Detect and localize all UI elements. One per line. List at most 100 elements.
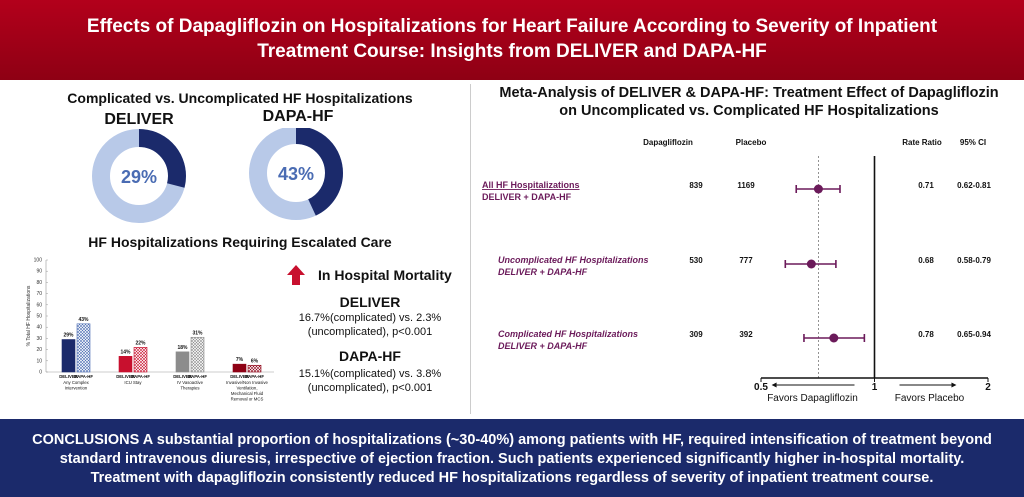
bar-category-line: ICU Stay xyxy=(124,380,142,385)
bar-ytick-label: 60 xyxy=(36,302,42,308)
mortality-deliver-label: DELIVER xyxy=(339,294,401,310)
favors-right-arrow-icon xyxy=(951,382,957,388)
bar-category-label: IV Vasoactive Therapies xyxy=(177,380,204,391)
forest-row-label: All HF Hospitalizations xyxy=(482,180,580,190)
conclusions-line3: Treatment with dapagliflozin consistentl… xyxy=(90,470,934,486)
donut-segment-0 xyxy=(92,129,186,223)
conclusions-line2: standard intravenous diuresis, irrespect… xyxy=(59,451,965,467)
bar-ytick-label: 30 xyxy=(36,336,42,342)
mortality-deliver-text-1: 16.7%(complicated) vs. 2.3% xyxy=(298,312,442,324)
forest-row-ci: 0.58-0.79 xyxy=(957,256,991,265)
forest-row-sublabel: DELIVER + DAPA-HF xyxy=(498,267,588,277)
bar-series-label: DAPA-HF xyxy=(74,374,93,379)
forest-row-sublabel: DELIVER + DAPA-HF xyxy=(482,192,572,202)
bar-ytick-label: 40 xyxy=(36,325,42,331)
donut-label-dapa: DAPA-HF xyxy=(262,108,334,125)
bar-ytick-label: 10 xyxy=(36,358,42,364)
forest-row-rr: 0.68 xyxy=(918,256,934,265)
bar-series-label: DELIVER xyxy=(59,374,79,379)
bar-category-line: Invasive/Non Invasive xyxy=(226,380,268,385)
bar-value-label: 29% xyxy=(63,333,74,339)
forest-xtick-label: 0.5 xyxy=(754,382,768,393)
bar-category-line: Any Complex xyxy=(63,380,89,385)
donut-section-title: Complicated vs. Uncomplicated HF Hospita… xyxy=(67,90,413,106)
bar-value-label: 31% xyxy=(192,330,203,336)
forest-header-placebo: Placebo xyxy=(736,138,767,147)
conclusions-line1: CONCLUSIONS A substantial proportion of … xyxy=(32,432,992,448)
escalated-care-title: HF Hospitalizations Requiring Escalated … xyxy=(88,234,392,250)
bar-category-label: Invasive/Non Invasive Ventilation, Mechani… xyxy=(226,380,268,402)
meta-title-line1: Meta-Analysis of DELIVER & DAPA-HF: Trea… xyxy=(499,85,999,101)
donut-segment-1 xyxy=(249,128,343,220)
bar-ytick-label: 80 xyxy=(36,280,42,286)
forest-row-placebo: 777 xyxy=(739,256,753,265)
bar-series-label: DAPA-HF xyxy=(188,374,207,379)
bar-category-line: Intervention xyxy=(65,386,88,391)
forest-plot: Dapagliflozin Placebo Rate Ratio 95% CI 0.5 1… xyxy=(482,138,991,404)
up-arrow-icon xyxy=(287,265,305,285)
bar-ytick-label: 20 xyxy=(36,347,42,353)
bar-value-label: 6% xyxy=(251,358,259,364)
favors-left-arrow-icon xyxy=(771,382,777,388)
forest-header-ci: 95% CI xyxy=(960,138,986,147)
header-banner: Effects of Dapagliflozin on Hospitalizat… xyxy=(0,0,1024,80)
bar-series-label: DAPA-HF xyxy=(131,374,150,379)
forest-row-dapa: 530 xyxy=(689,256,703,265)
bar-category-line: Mechanical Fluid xyxy=(231,391,264,396)
escalated-care-bar-chart: 0 10 20 30 40 50 60 70 80 90 100 % Total HF Hospita… xyxy=(26,258,274,402)
bar-ytick-label: 70 xyxy=(36,291,42,297)
forest-header-rate-ratio: Rate Ratio xyxy=(902,138,942,147)
donut-label-deliver: DELIVER xyxy=(104,111,174,128)
bar-ylabel: % Total HF Hospitalizations xyxy=(26,285,32,346)
forest-row-label: Uncomplicated HF Hospitalizations xyxy=(498,255,649,265)
bar-series-label: DAPA-HF xyxy=(245,374,264,379)
forest-row-placebo: 1169 xyxy=(737,181,755,190)
meta-title: Meta-Analysis of DELIVER & DAPA-HF: Trea… xyxy=(474,84,1024,120)
bar-ytick-label: 100 xyxy=(34,258,43,264)
forest-point-estimate xyxy=(806,259,816,269)
forest-row-placebo: 392 xyxy=(739,330,753,339)
forest-xtick-label: 1 xyxy=(872,382,878,393)
favors-dapagliflozin-label: Favors Dapagliflozin xyxy=(767,393,858,404)
donut-charts: 29% 43% xyxy=(92,128,343,223)
forest-row-sublabel: DELIVER + DAPA-HF xyxy=(498,341,588,351)
donut-value-0: 29% xyxy=(121,167,157,187)
forest-row-rr: 0.71 xyxy=(918,181,934,190)
bar-2-0 xyxy=(175,351,190,373)
mortality-dapa-text-1: 15.1%(complicated) vs. 3.8% xyxy=(298,368,442,380)
bar-value-label: 14% xyxy=(120,349,131,355)
forest-row-ci: 0.65-0.94 xyxy=(957,330,991,339)
forest-row-dapa: 309 xyxy=(689,330,703,339)
bar-value-label: 7% xyxy=(236,357,244,363)
bar-category-line: Removal or MCS xyxy=(231,397,264,402)
donut-value-1: 43% xyxy=(278,164,314,184)
mortality-title: In Hospital Mortality xyxy=(318,267,452,283)
bar-series-label: DELIVER xyxy=(116,374,136,379)
bar-value-label: 43% xyxy=(78,317,89,323)
bar-1-0 xyxy=(118,356,133,373)
bar-series-label: DELIVER xyxy=(173,374,193,379)
bar-category-line: Therapies xyxy=(180,386,199,391)
bar-value-label: 18% xyxy=(177,345,188,351)
bar-2-1 xyxy=(190,336,205,373)
forest-point-estimate xyxy=(829,333,839,343)
forest-row-label: Complicated HF Hospitalizations xyxy=(498,329,638,339)
forest-row-rr: 0.78 xyxy=(918,330,934,339)
header-title-line1: Effects of Dapagliflozin on Hospitalizat… xyxy=(86,16,938,37)
forest-row-dapa: 839 xyxy=(689,181,703,190)
forest-xtick-label: 2 xyxy=(985,382,991,393)
bar-category-label: Any Complex Intervention xyxy=(63,380,89,391)
bar-series-label: DELIVER xyxy=(230,374,250,379)
bar-3-1 xyxy=(247,364,262,373)
bar-ytick-label: 0 xyxy=(39,370,42,376)
conclusions-banner: CONCLUSIONS A substantial proportion of … xyxy=(0,419,1024,497)
mortality-deliver-text-2: (uncomplicated), p<0.001 xyxy=(307,326,433,338)
mortality-dapa-label: DAPA-HF xyxy=(339,348,401,364)
mortality-dapa-text-2: (uncomplicated), p<0.001 xyxy=(307,382,433,394)
meta-title-line2: on Uncomplicated vs. Complicated HF Hosp… xyxy=(559,103,939,119)
bar-category-label: ICU Stay xyxy=(124,380,142,385)
forest-row-ci: 0.62-0.81 xyxy=(957,181,991,190)
header-title-line2: Treatment Course: Insights from DELIVER … xyxy=(257,41,767,62)
bar-category-line: Ventilation, xyxy=(236,386,257,391)
bar-1-1 xyxy=(133,347,148,373)
